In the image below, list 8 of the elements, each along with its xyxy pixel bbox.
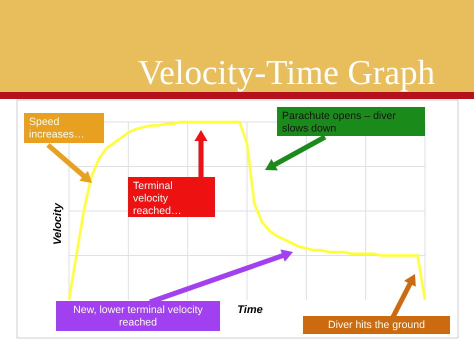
- annotation: Parachute opens – diver slows down: [282, 110, 396, 134]
- annotation: Terminal velocity reached…: [133, 180, 182, 217]
- y-axis-title: Velocity: [52, 202, 64, 245]
- text: Diver hits the ground: [328, 319, 426, 331]
- text: New, lower terminal velocity reached: [73, 304, 204, 328]
- annotation: Speed increases…: [29, 116, 84, 140]
- chart-title: Velocity-Time Graph: [138, 53, 436, 92]
- x-axis-title: Time: [237, 304, 263, 316]
